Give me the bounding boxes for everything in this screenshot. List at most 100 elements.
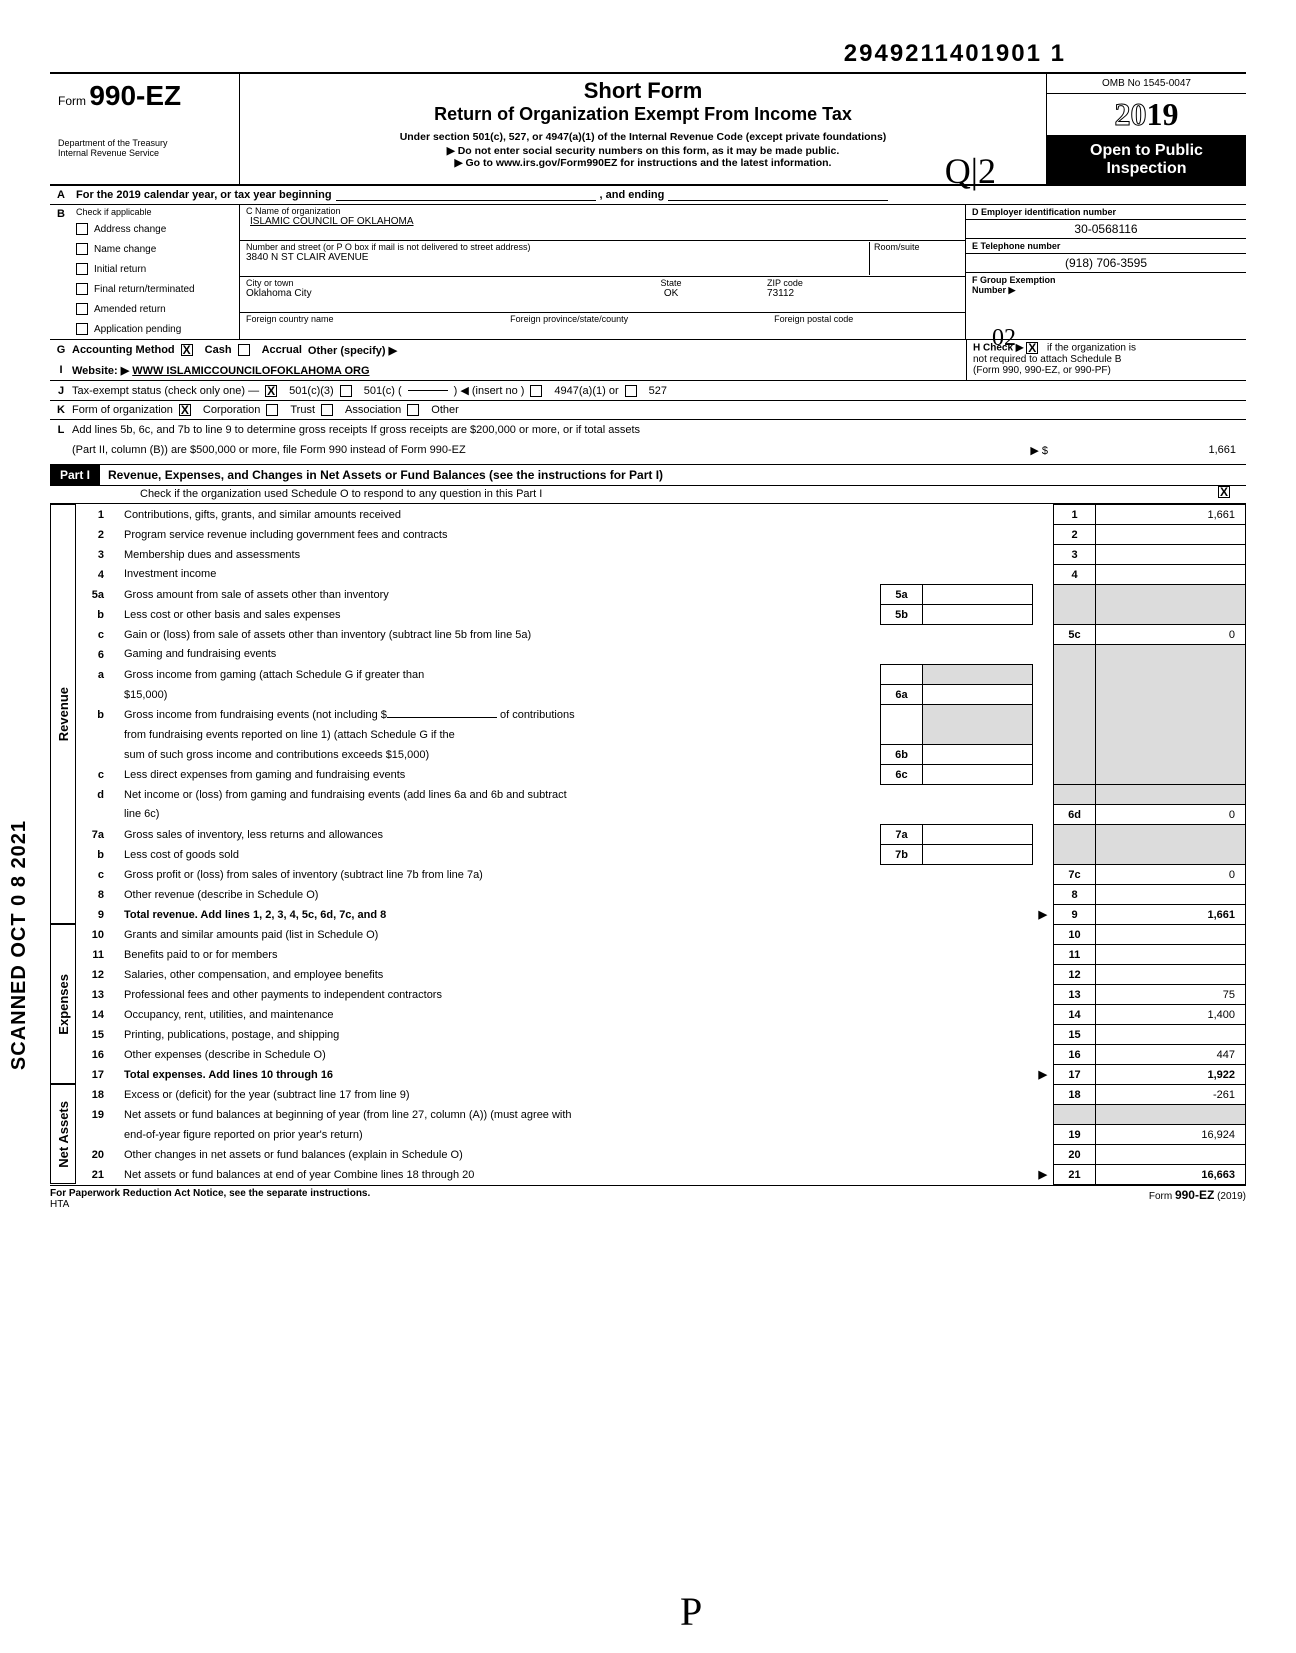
n6: 6 <box>76 645 118 665</box>
mv5a[interactable] <box>923 585 1033 605</box>
n12: 12 <box>76 965 118 985</box>
r21: 21 <box>1054 1165 1096 1185</box>
d5c: Gain or (loss) from sale of assets other… <box>118 625 1033 645</box>
d9: Total revenue. Add lines 1, 2, 3, 4, 5c,… <box>118 905 1033 925</box>
n6a: a <box>76 665 118 685</box>
n16: 16 <box>76 1045 118 1065</box>
m6c: 6c <box>881 765 923 785</box>
d20: Other changes in net assets or fund bala… <box>118 1145 1033 1165</box>
mv7a[interactable] <box>923 825 1033 845</box>
chk-name-change[interactable] <box>76 243 88 255</box>
v20 <box>1096 1145 1246 1165</box>
d6c: Less direct expenses from gaming and fun… <box>118 765 881 785</box>
subtitle-section: Under section 501(c), 527, or 4947(a)(1)… <box>248 131 1038 143</box>
chk-final-return[interactable] <box>76 283 88 295</box>
d17: Total expenses. Add lines 10 through 16 <box>118 1065 1033 1085</box>
d13: Professional fees and other payments to … <box>118 985 1033 1005</box>
year-outline: 20 <box>1115 96 1147 132</box>
mv6a[interactable] <box>923 685 1033 705</box>
lbl-trust: Trust <box>290 404 315 416</box>
r4: 4 <box>1054 565 1096 585</box>
tax-year-begin-field[interactable] <box>336 189 596 201</box>
chk-trust[interactable] <box>266 404 278 416</box>
lbl-4947: 4947(a)(1) or <box>554 385 618 397</box>
handwritten-initial-2: 02 <box>992 325 1016 352</box>
d11: Benefits paid to or for members <box>118 945 1033 965</box>
n7a: 7a <box>76 825 118 845</box>
row-a-mid: , and ending <box>600 189 665 201</box>
chk-h[interactable] <box>1026 342 1038 354</box>
chk-association[interactable] <box>321 404 333 416</box>
footer-form-num: 990-EZ <box>1175 1188 1214 1202</box>
l-line2: (Part II, column (B)) are $500,000 or mo… <box>72 444 466 457</box>
d15: Printing, publications, postage, and shi… <box>118 1025 1033 1045</box>
chk-application-pending[interactable] <box>76 323 88 335</box>
chk-501c[interactable] <box>340 385 352 397</box>
dept-irs: Internal Revenue Service <box>58 148 231 158</box>
v17: 1,922 <box>1096 1065 1246 1085</box>
chk-initial-return[interactable] <box>76 263 88 275</box>
foreign-prov-label: Foreign province/state/county <box>510 314 628 324</box>
d18: Excess or (deficit) for the year (subtra… <box>118 1085 1033 1105</box>
part-i-table: 1Contributions, gifts, grants, and simil… <box>76 504 1246 1185</box>
d3: Membership dues and assessments <box>118 545 1033 565</box>
mv5b[interactable] <box>923 605 1033 625</box>
a17: ▶ <box>1033 1065 1054 1085</box>
r14: 14 <box>1054 1005 1096 1025</box>
side-revenue: Revenue <box>56 687 71 741</box>
gross-receipts-value: 1,661 <box>1056 444 1236 456</box>
tax-year-end-field[interactable] <box>668 189 888 201</box>
chk-other-org[interactable] <box>407 404 419 416</box>
lbl-name-change: Name change <box>94 244 156 255</box>
d5b: Less cost or other basis and sales expen… <box>118 605 881 625</box>
h-text4: (Form 990, 990-EZ, or 990-PF) <box>973 365 1240 376</box>
chk-cash[interactable] <box>181 344 193 356</box>
d6b-1: Gross income from fundraising events (no… <box>118 705 881 725</box>
chk-527[interactable] <box>625 385 637 397</box>
lbl-address-change: Address change <box>94 224 166 235</box>
501c-insert-field[interactable] <box>408 390 448 391</box>
state-value: OK <box>575 288 767 299</box>
footer-form-prefix: Form <box>1149 1191 1175 1202</box>
lbl-cash: Cash <box>205 344 232 356</box>
mv6b[interactable] <box>923 745 1033 765</box>
d-label: D Employer identification number <box>966 205 1246 220</box>
lbl-501c: 501(c) ( <box>364 385 402 397</box>
d12: Salaries, other compensation, and employ… <box>118 965 1033 985</box>
footer-paperwork: For Paperwork Reduction Act Notice, see … <box>50 1188 370 1199</box>
n6b: b <box>76 705 118 725</box>
v21: 16,663 <box>1096 1165 1246 1185</box>
n10: 10 <box>76 925 118 945</box>
lbl-501c3: 501(c)(3) <box>289 385 334 397</box>
v16: 447 <box>1096 1045 1246 1065</box>
v3 <box>1096 545 1246 565</box>
chk-501c3[interactable] <box>265 385 277 397</box>
r19: 19 <box>1054 1125 1096 1145</box>
chk-4947[interactable] <box>530 385 542 397</box>
chk-accrual[interactable] <box>238 344 250 356</box>
d8: Other revenue (describe in Schedule O) <box>118 885 1033 905</box>
r20: 20 <box>1054 1145 1096 1165</box>
j-label: J <box>50 385 72 397</box>
year-solid: 19 <box>1147 96 1179 132</box>
chk-amended-return[interactable] <box>76 303 88 315</box>
v11 <box>1096 945 1246 965</box>
n11: 11 <box>76 945 118 965</box>
mv6c[interactable] <box>923 765 1033 785</box>
chk-corporation[interactable] <box>179 404 191 416</box>
open-public-2: Inspection <box>1051 160 1242 178</box>
chk-schedule-o[interactable] <box>1218 486 1230 498</box>
r13: 13 <box>1054 985 1096 1005</box>
mv7b[interactable] <box>923 845 1033 865</box>
lbl-501c-b: ) ◀ (insert no ) <box>454 384 525 397</box>
e-label: E Telephone number <box>966 239 1246 254</box>
d6b-3: sum of such gross income and contributio… <box>118 745 881 765</box>
r17: 17 <box>1054 1065 1096 1085</box>
v12 <box>1096 965 1246 985</box>
r1: 1 <box>1054 505 1096 525</box>
part-i-badge: Part I <box>50 465 100 485</box>
a21: ▶ <box>1033 1165 1054 1185</box>
n4: 4 <box>76 565 118 585</box>
r7c: 7c <box>1054 865 1096 885</box>
chk-address-change[interactable] <box>76 223 88 235</box>
